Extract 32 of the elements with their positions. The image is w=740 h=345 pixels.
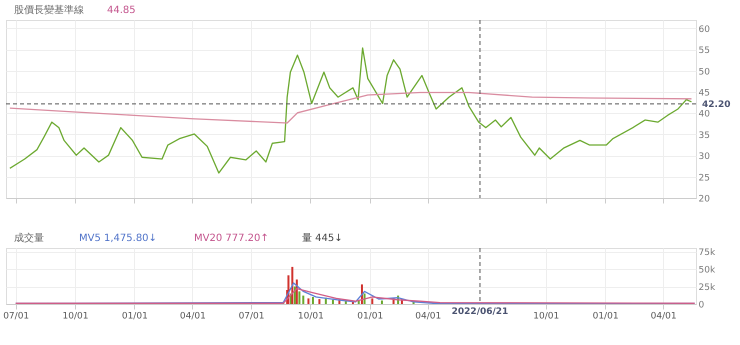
x-tick-label: 01/01	[592, 312, 619, 322]
y-tick-label: 55	[698, 46, 710, 56]
x-tick-label: 10/01	[533, 312, 560, 322]
y-tick-label: 40	[698, 110, 710, 120]
x-tick-label: 01/01	[122, 312, 148, 322]
y-tick-label: 20	[698, 194, 710, 204]
y-tick-label: 50k	[698, 266, 716, 276]
text: 44.85	[107, 5, 136, 16]
y-tick-label: 45	[698, 88, 710, 99]
y-tick-label: 60	[698, 24, 710, 35]
y-tick-label: 25	[698, 173, 710, 184]
ref-line-label: 42.20	[702, 100, 730, 110]
x-tick-label: 04/01	[180, 312, 206, 322]
y-tick-label: 35	[698, 130, 710, 141]
text: MV20 777.20↑	[194, 233, 269, 244]
text: 量 445↓	[302, 233, 343, 244]
x-tick-label: 10/01	[62, 312, 88, 322]
x-tick-label: 04/01	[650, 312, 677, 322]
y-tick-label: 30	[698, 152, 710, 162]
text: 成交量	[14, 232, 44, 244]
y-tick-label: 75k	[698, 248, 716, 258]
x-tick-label: 01/01	[357, 312, 384, 322]
y-tick-label: 50	[698, 67, 710, 78]
ref-line-label: 2022/06/21	[452, 307, 508, 317]
x-tick-label: 10/01	[298, 312, 324, 322]
x-tick-label: 07/01	[238, 312, 265, 322]
y-tick-label: 25k	[698, 283, 716, 293]
x-tick-label: 04/01	[415, 312, 442, 322]
x-tick-label: 07/01	[3, 312, 30, 322]
text: MV5 1,475.80↓	[79, 233, 157, 244]
text: 股價長變基準線	[14, 4, 84, 16]
y-tick-label: 0	[698, 300, 704, 310]
